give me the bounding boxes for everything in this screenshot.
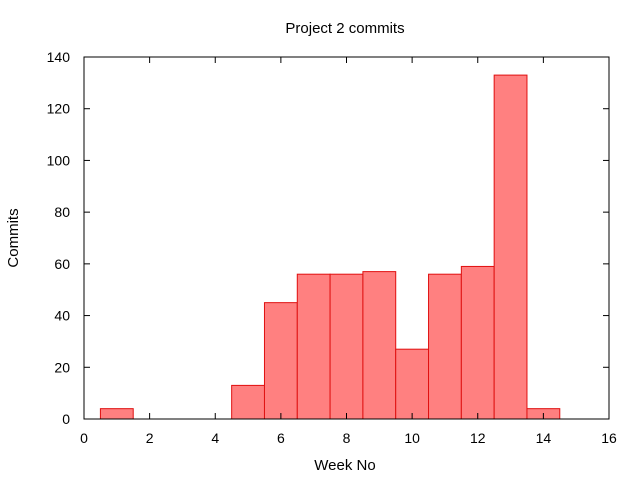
bar-week-6 <box>263 302 298 420</box>
x-tick-label-14: 14 <box>536 430 552 446</box>
x-tick-label-2: 2 <box>146 430 154 446</box>
y-axis-title: Commits <box>5 208 22 267</box>
ticks-group <box>83 56 610 420</box>
tick-labels-group: 0 2 4 6 8 10 12 14 16 0 20 40 60 80 100 120 140 <box>47 49 617 446</box>
x-tick-label-10: 10 <box>404 430 420 446</box>
bar-week-13 <box>493 74 528 420</box>
y-tick-label-120: 120 <box>47 101 71 117</box>
y-tick-label-140: 140 <box>47 49 71 65</box>
x-tick-label-16: 16 <box>601 430 617 446</box>
plot-frame <box>83 56 610 420</box>
x-axis-title: Week No <box>314 457 375 474</box>
y-tick-label-40: 40 <box>54 308 70 324</box>
y-tick-label-60: 60 <box>54 256 70 272</box>
bar-week-1 <box>99 408 134 420</box>
x-tick-label-6: 6 <box>277 430 285 446</box>
bar-week-7 <box>296 273 331 420</box>
y-tick-label-80: 80 <box>54 204 70 220</box>
y-tick-label-0: 0 <box>62 411 70 427</box>
bar-week-11 <box>428 273 462 420</box>
x-tick-label-0: 0 <box>80 430 88 446</box>
x-tick-label-4: 4 <box>211 430 219 446</box>
bar-week-5 <box>231 384 265 420</box>
bar-week-10 <box>395 348 430 420</box>
chart-title: Project 2 commits <box>285 20 404 37</box>
x-tick-label-12: 12 <box>470 430 486 446</box>
y-tick-label-20: 20 <box>54 359 70 375</box>
bar-week-8 <box>329 273 364 420</box>
x-tick-label-8: 8 <box>343 430 351 446</box>
bar-week-12 <box>460 265 495 420</box>
bars-group <box>99 74 561 420</box>
bar-week-9 <box>362 271 397 420</box>
y-tick-label-100: 100 <box>47 152 71 168</box>
